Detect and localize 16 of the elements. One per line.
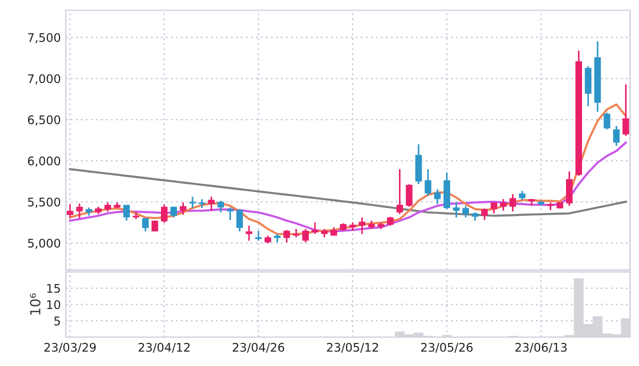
- x-tick-label: 23/03/29: [44, 342, 96, 353]
- y-tick-label: 7,000: [28, 74, 60, 84]
- x-tick-label: 23/04/12: [138, 342, 190, 353]
- y-tick-label: 5,500: [28, 198, 60, 208]
- y-tick-label: 10: [47, 300, 60, 310]
- y-tick-label: 7,500: [28, 33, 60, 44]
- y-tick-label: 5: [54, 316, 60, 326]
- y-tick-label: 6,000: [28, 156, 60, 167]
- y-axis-title: 10⁶: [30, 293, 40, 315]
- x-tick-label: 23/04/26: [232, 342, 284, 353]
- x-tick-label: 23/05/12: [327, 342, 378, 353]
- x-tick-label: 23/05/26: [421, 342, 473, 353]
- y-tick-label: 5,000: [28, 238, 60, 249]
- y-tick-label: 15: [47, 284, 60, 293]
- y-tick-label: 6,500: [28, 115, 60, 126]
- x-tick-label: 23/06/13: [515, 342, 567, 353]
